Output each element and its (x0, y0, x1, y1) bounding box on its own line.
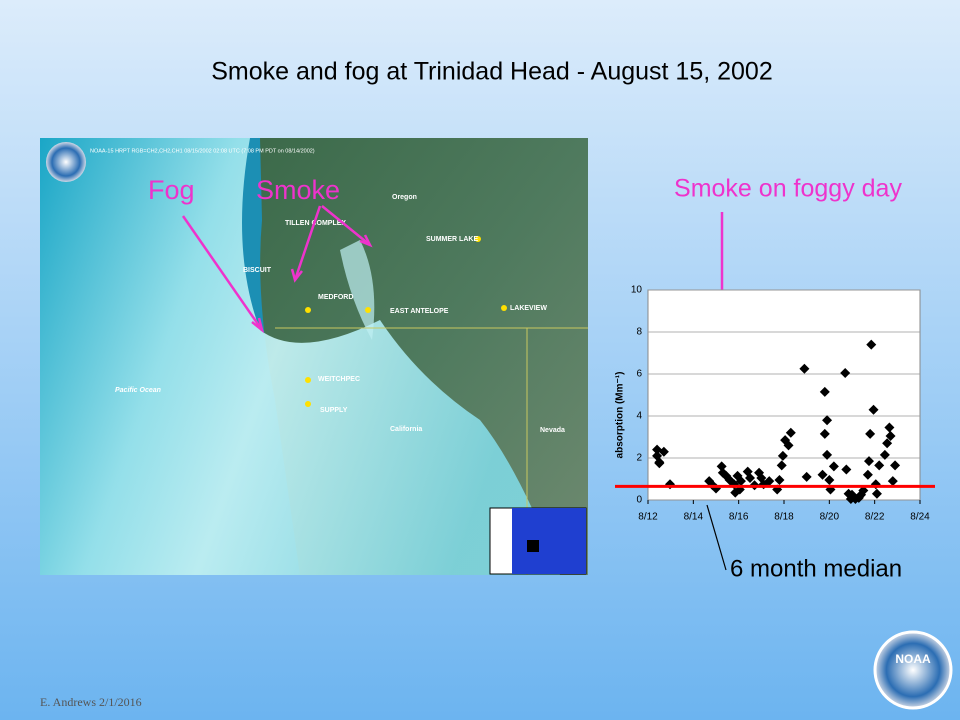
data-point (885, 430, 896, 441)
map-header: NOAA-15 HRPT RGB=CH2,CH2,CH1 08/15/2002 … (90, 148, 315, 154)
data-point (777, 450, 788, 461)
data-point (884, 422, 895, 433)
logo-text: NOAA (895, 652, 931, 666)
map-label: EAST ANTELOPE (390, 308, 449, 315)
y-tick-label: 4 (636, 411, 642, 422)
data-point (866, 339, 877, 350)
data-point (882, 438, 893, 449)
noaa-logo (873, 630, 953, 710)
map-label: SUPPLY (320, 407, 348, 414)
map-label: Pacific Ocean (115, 387, 161, 394)
data-point (817, 469, 828, 480)
data-point (858, 485, 869, 496)
data-point (745, 472, 755, 483)
x-tick-label: 8/16 (729, 512, 749, 523)
data-point (865, 428, 876, 439)
data-point (822, 449, 833, 460)
satellite-image (40, 138, 588, 575)
data-point (841, 464, 852, 475)
median-pointer (706, 504, 727, 571)
data-point (785, 427, 796, 438)
data-point (824, 475, 835, 486)
data-point (801, 471, 812, 482)
data-point (864, 456, 874, 467)
data-point (819, 386, 830, 397)
data-point (862, 469, 873, 480)
map-label: TILLEN COMPLEX (285, 220, 346, 227)
data-point (871, 488, 882, 499)
y-tick-label: 0 (636, 495, 642, 506)
data-point (764, 476, 775, 487)
footer: E. Andrews 2/1/2016 (40, 695, 142, 709)
map-label: BISCUIT (243, 267, 272, 274)
data-point (735, 476, 746, 487)
data-point (799, 363, 810, 374)
y-tick-label: 10 (631, 285, 643, 296)
fog-annotation: Fog (148, 175, 195, 205)
y-tick-label: 2 (636, 453, 642, 464)
y-tick-label: 6 (636, 369, 642, 380)
x-tick-label: 8/22 (865, 512, 885, 523)
data-point (654, 458, 665, 469)
data-point (874, 460, 885, 471)
data-point (774, 475, 785, 486)
x-tick-label: 8/24 (910, 512, 930, 523)
y-tick-label: 8 (636, 327, 642, 338)
data-point (879, 449, 890, 460)
x-tick-label: 8/18 (774, 512, 794, 523)
median-label: 6 month median (730, 555, 902, 582)
x-tick-label: 8/20 (820, 512, 840, 523)
data-point (819, 428, 830, 439)
x-tick-label: 8/14 (684, 512, 704, 523)
map-label: SUMMER LAKE (426, 236, 478, 243)
data-point (783, 440, 794, 451)
map-label: California (390, 426, 422, 433)
map-label: Oregon (392, 194, 417, 201)
data-point (776, 460, 787, 471)
map-label: LAKEVIEW (510, 305, 547, 312)
data-point (828, 461, 839, 472)
data-point (716, 461, 727, 472)
slide-title: Smoke and fog at Trinidad Head - August … (211, 58, 773, 86)
data-point (868, 404, 879, 415)
smoke-annotation: Smoke (256, 175, 340, 205)
data-point (840, 367, 851, 378)
data-point (658, 446, 669, 457)
x-tick-label: 8/12 (638, 512, 658, 523)
map-label: Nevada (540, 427, 565, 434)
chart-annotation: Smoke on foggy day (674, 175, 902, 203)
data-point (890, 460, 901, 471)
data-point (887, 476, 898, 487)
y-axis-label: absorption (Mm⁻¹) (615, 372, 626, 459)
map-label: WEITCHPEC (318, 376, 360, 383)
data-point (822, 415, 833, 426)
map-label: MEDFORD (318, 294, 353, 301)
